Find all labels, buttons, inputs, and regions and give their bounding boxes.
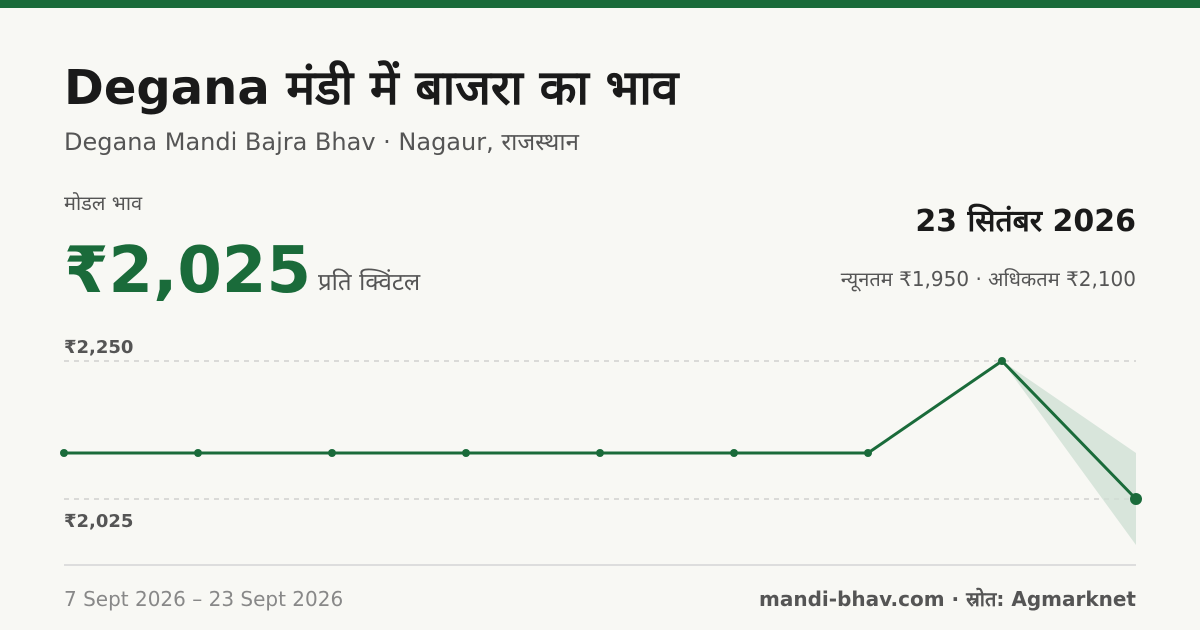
min-price: न्यूनतम ₹1,950 [841,267,969,292]
min-max: न्यूनतम ₹1,950 · अधिकतम ₹2,100 [841,267,1136,292]
max-price: अधिकतम ₹2,100 [988,267,1136,291]
data-point [328,449,336,457]
price-range-band [1002,361,1136,545]
data-point [864,449,872,457]
date: 23 सितंबर 2026 [915,203,1136,239]
data-point [1130,493,1142,505]
data-point [194,449,202,457]
title: Degana मंडी में बाजरा का भाव [64,60,681,116]
data-point [60,449,68,457]
data-point [998,357,1006,365]
separator: · [975,267,981,291]
source: mandi-bhav.com · स्रोत: Agmarknet [759,587,1136,611]
price-unit: प्रति क्विंटल [318,268,421,296]
modal-price: ₹2,025 [64,234,311,308]
y-tick-label: ₹2,250 [64,337,133,358]
date-range: 7 Sept 2026 – 23 Sept 2026 [64,587,343,611]
top-bar [0,0,1200,8]
data-point [730,449,738,457]
subtitle: Degana Mandi Bajra Bhav · Nagaur, राजस्थ… [64,128,580,156]
data-point [462,449,470,457]
data-point [596,449,604,457]
price-label: मोडल भाव [64,191,143,215]
y-tick-label: ₹2,025 [64,511,133,532]
